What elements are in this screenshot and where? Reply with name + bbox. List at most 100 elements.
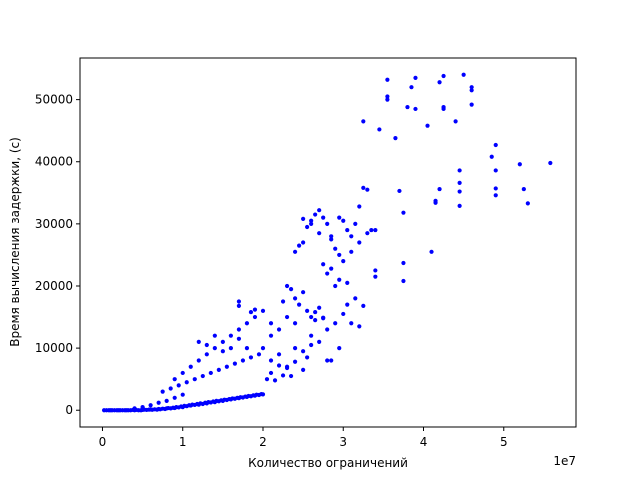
data-point	[385, 94, 390, 99]
y-axis-ticks: 0 10000 20000 30000 40000 50000	[35, 93, 80, 417]
data-point	[493, 142, 498, 148]
data-point	[365, 187, 370, 192]
data-point	[317, 305, 322, 310]
data-point	[200, 373, 205, 379]
data-point	[180, 392, 185, 397]
data-point	[401, 260, 406, 266]
data-point	[521, 186, 526, 192]
x-axis-offset-label: 1e7	[553, 454, 576, 468]
data-point	[345, 280, 350, 285]
x-tick-label: 3	[339, 435, 347, 449]
data-point	[272, 378, 278, 383]
data-point	[469, 88, 474, 93]
data-point	[393, 136, 398, 141]
data-point	[317, 231, 322, 236]
data-point	[409, 85, 414, 90]
data-point	[429, 249, 434, 254]
data-point	[268, 358, 274, 363]
data-point	[469, 102, 474, 107]
data-point	[333, 321, 338, 326]
data-point	[244, 346, 250, 351]
y-tick-label: 40000	[35, 155, 73, 169]
data-point	[280, 299, 286, 304]
data-point	[297, 302, 302, 307]
data-point	[377, 127, 382, 132]
data-point	[365, 231, 370, 236]
x-tick-label: 5	[500, 435, 508, 449]
data-point	[453, 119, 458, 124]
data-point	[329, 234, 334, 239]
data-point	[284, 365, 290, 371]
data-point	[413, 75, 418, 80]
data-point	[337, 215, 342, 220]
data-point	[184, 380, 189, 385]
data-point	[292, 359, 298, 364]
data-point	[196, 358, 201, 363]
data-point	[168, 386, 173, 391]
data-point	[264, 377, 270, 382]
data-point	[349, 234, 354, 239]
data-point	[349, 249, 354, 254]
data-point	[413, 106, 418, 112]
data-point	[220, 349, 225, 354]
y-tick-label: 0	[65, 403, 73, 417]
data-point	[248, 309, 254, 315]
data-point	[385, 97, 390, 102]
data-point	[321, 262, 326, 267]
data-point	[216, 367, 221, 372]
data-point	[357, 240, 362, 245]
data-point	[208, 370, 213, 376]
data-point	[309, 218, 314, 223]
data-point	[437, 80, 442, 85]
data-point	[276, 327, 282, 332]
data-point	[140, 405, 145, 410]
data-point	[268, 321, 274, 326]
data-point	[268, 370, 274, 376]
data-point	[156, 400, 161, 405]
data-point	[341, 218, 346, 223]
data-point	[204, 342, 209, 348]
data-point	[337, 346, 342, 351]
data-point	[204, 352, 209, 357]
data-point	[525, 201, 530, 206]
data-point	[224, 364, 229, 369]
data-point	[313, 318, 318, 323]
data-point	[284, 283, 290, 289]
data-point	[160, 389, 165, 394]
data-point	[361, 185, 366, 190]
data-point	[260, 392, 266, 397]
data-point	[373, 274, 378, 279]
data-point	[292, 321, 298, 326]
data-point	[288, 286, 294, 292]
plot-frame	[79, 57, 577, 428]
data-point	[305, 224, 310, 230]
data-point	[276, 363, 282, 368]
data-point	[212, 346, 217, 351]
data-point	[493, 193, 498, 198]
data-point	[341, 311, 346, 317]
data-point	[292, 346, 298, 351]
data-point	[493, 186, 498, 191]
data-point	[268, 333, 274, 338]
data-point	[345, 227, 350, 233]
data-point	[288, 373, 294, 379]
data-point	[309, 221, 314, 226]
data-point	[236, 327, 242, 332]
data-point	[284, 314, 290, 320]
data-point	[329, 237, 334, 242]
data-point	[493, 168, 498, 173]
data-point	[260, 346, 266, 351]
data-point	[132, 406, 137, 411]
data-point	[188, 364, 193, 369]
data-point	[309, 342, 314, 348]
data-point	[292, 249, 298, 254]
data-point	[236, 303, 242, 308]
data-point	[301, 349, 306, 354]
data-point	[405, 104, 410, 110]
data-point	[457, 180, 462, 185]
data-point	[305, 355, 310, 360]
data-point	[337, 252, 342, 258]
data-point	[148, 403, 153, 408]
scatter-points	[101, 72, 553, 413]
